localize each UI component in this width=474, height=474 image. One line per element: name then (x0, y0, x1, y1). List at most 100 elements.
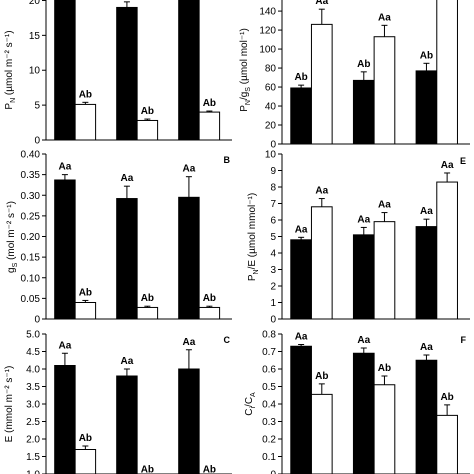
y-tick-label: 1.5 (26, 452, 40, 463)
y-tick-label: 0.25 (21, 211, 41, 222)
bar (415, 359, 438, 474)
data-label: Ab (440, 392, 453, 403)
y-axis-label: gS (mol m⁻² s⁻¹) (6, 201, 19, 273)
y-axis-label: E (mmol m⁻² s⁻¹) (4, 366, 15, 443)
panel-b: 0 0.05 0.10 0.15 0.20 0.25 0.30 0.35 0.40 gS (mol… (6, 150, 232, 326)
y-tick-label: 3 (270, 265, 276, 276)
y-axis-label: PN/E (µmol mmol⁻¹) (247, 193, 260, 281)
y-axis-label-part: (mmol m⁻² s⁻¹) (4, 366, 15, 436)
data-label: Aa (59, 340, 72, 351)
y-axis-label-part: C (244, 409, 255, 416)
panel-e: 0 1 2 3 4 5 6 7 8 9 10 PN/E (µmol mmol⁻¹) E Aa Aa Aa Aa A… (247, 150, 470, 326)
y-tick-label: 10 (265, 150, 277, 161)
panel-letter: C (224, 335, 231, 345)
bar (310, 23, 333, 145)
data-label: Ab (141, 465, 154, 474)
data-label: Aa (183, 164, 196, 175)
y-tick-label: 4.5 (26, 347, 40, 358)
data-label: Aa (378, 200, 391, 211)
panel-f: 0 0.1 0.2 0.3 0.4 0.5 0.6 0.7 0.8 Ci/CA F Aa Aa Aa Ab A… (244, 330, 470, 474)
y-tick-label: 3.0 (26, 400, 40, 411)
bar (373, 384, 396, 474)
y-tick-label: 5 (270, 232, 276, 243)
bar (178, 196, 200, 320)
y-axis-label-part: E (4, 435, 15, 442)
y-tick-label: 0 (270, 140, 276, 151)
bar (436, 181, 458, 320)
y-tick-label: 0.6 (262, 365, 276, 376)
data-label: Aa (441, 160, 454, 171)
data-label: Aa (357, 335, 370, 346)
data-label: Aa (357, 214, 370, 225)
y-tick-label: 0.35 (21, 170, 41, 181)
y-tick-label: 1.0 (26, 470, 40, 474)
bar (136, 306, 159, 320)
y-tick-label: 15 (29, 31, 41, 42)
bar (74, 103, 97, 141)
y-axis-label-part: N (245, 100, 252, 105)
y-axis-label-part: N (10, 98, 17, 103)
panel-c: 1.0 1.5 2.0 2.5 3.0 3.5 4.0 4.5 5.0 E (mmol m⁻² s… (4, 330, 232, 474)
y-tick-label: 40 (265, 102, 277, 113)
data-label: Aa (295, 332, 308, 343)
y-axis-label-part: (µmol mol⁻¹) (239, 28, 250, 87)
bar (436, 0, 458, 145)
y-axis-label-part: /g (239, 92, 250, 100)
data-label: Aa (420, 206, 433, 217)
bar (352, 352, 375, 474)
data-label: Ab (79, 433, 92, 444)
bar (352, 79, 375, 145)
panel-letter: F (461, 335, 467, 345)
data-label: Aa (121, 173, 134, 184)
y-axis-label-part: S (12, 262, 19, 267)
y-tick-label: 4.0 (26, 365, 40, 376)
panel-d: 0 20 40 60 80 100 120 140 PN/gS (µmol mol⁻¹) Ab Ab… (239, 0, 470, 151)
bar (310, 393, 333, 474)
bar (54, 0, 76, 141)
y-axis-label-part: /E (µmol mmol⁻¹) (247, 193, 258, 270)
y-tick-label: 4 (270, 249, 276, 260)
bar (436, 414, 458, 474)
y-axis-label-part: i (250, 407, 257, 409)
bar (178, 0, 200, 141)
y-tick-label: 0.3 (262, 417, 276, 428)
data-label: Ab (79, 89, 92, 100)
bar (373, 36, 396, 145)
y-tick-label: 2.5 (26, 417, 40, 428)
bar (54, 179, 76, 320)
y-axis-label-part: P (247, 274, 258, 281)
data-label: Aa (59, 162, 72, 173)
y-axis-label-part: A (250, 392, 257, 397)
data-label: Aa (295, 224, 308, 235)
y-axis-label-part: (mol m⁻² s⁻¹) (6, 201, 17, 263)
data-label: Ab (141, 293, 154, 304)
data-label: Ab (141, 106, 154, 117)
y-tick-label: 0.40 (21, 150, 41, 161)
data-label: Ab (420, 50, 433, 61)
bar (290, 87, 312, 145)
y-tick-label: 0.20 (21, 232, 41, 243)
bar (74, 449, 97, 474)
bar (290, 239, 312, 320)
y-tick-label: 1 (270, 298, 276, 309)
y-tick-label: 0.5 (262, 382, 276, 393)
y-tick-label: 10 (29, 66, 41, 77)
data-label: Ab (203, 293, 216, 304)
y-tick-label: 9 (270, 166, 276, 177)
y-axis-label: PN/gS (µmol mol⁻¹) (239, 28, 252, 112)
bar (198, 306, 221, 320)
y-tick-label: 0.8 (262, 330, 276, 341)
bar (198, 111, 221, 141)
data-label: Ab (378, 363, 391, 374)
y-tick-label: 2.0 (26, 435, 40, 446)
y-tick-label: 20 (265, 121, 277, 132)
data-label: Ab (203, 98, 216, 109)
y-tick-label: 0.15 (21, 253, 41, 264)
bar (116, 6, 138, 141)
y-tick-label: 5.0 (26, 330, 40, 341)
y-tick-label: 8 (270, 183, 276, 194)
y-axis-label-part: g (6, 267, 17, 273)
y-tick-label: 6 (270, 216, 276, 227)
y-tick-label: 0.2 (262, 435, 276, 446)
